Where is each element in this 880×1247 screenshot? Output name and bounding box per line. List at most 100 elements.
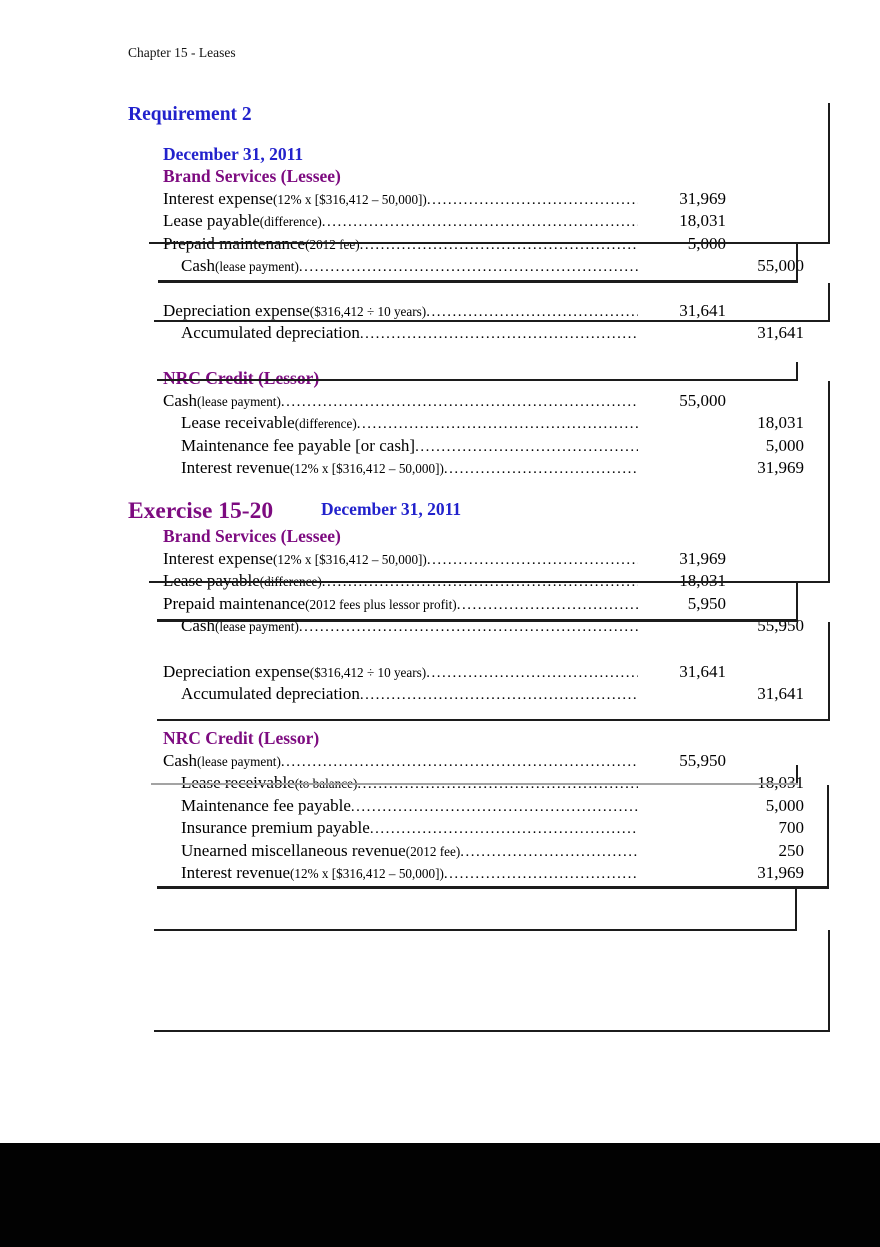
account-label: Insurance premium payable bbox=[181, 818, 370, 838]
date-heading-1: December 31, 2011 bbox=[163, 144, 304, 164]
rule-line bbox=[828, 103, 830, 243]
account-label: Depreciation expense bbox=[163, 662, 310, 681]
journal-row: Accumulated depreciation 31,641 bbox=[163, 323, 804, 345]
credit-amount: 31,641 bbox=[757, 684, 804, 704]
requirement-title: Requirement 2 bbox=[128, 104, 252, 125]
leader-dots bbox=[426, 303, 638, 321]
account-label: Cash bbox=[163, 391, 197, 410]
journal-row: Interest expense (12% x [$316,412 – 50,0… bbox=[163, 549, 804, 571]
rule-line bbox=[827, 785, 829, 888]
credit-amount: 18,031 bbox=[757, 413, 804, 433]
rule-line bbox=[157, 619, 798, 622]
debit-amount: 31,969 bbox=[679, 549, 726, 568]
leader-dots bbox=[360, 325, 638, 343]
rule-line bbox=[796, 243, 798, 282]
rule-line bbox=[157, 886, 829, 889]
document-header: Chapter 15 - Leases bbox=[128, 45, 236, 60]
leader-dots bbox=[299, 258, 638, 276]
account-detail: (12% x [$316,412 – 50,000]) bbox=[272, 552, 427, 567]
account-detail: (12% x [$316,412 – 50,000]) bbox=[290, 865, 444, 881]
rule-line bbox=[154, 320, 830, 322]
journal-row: Lease receivable (difference) 18,031 bbox=[163, 413, 804, 435]
journal-block-1: Interest expense (12% x [$316,412 – 50,0… bbox=[163, 189, 804, 279]
account-label: Lease receivable bbox=[181, 413, 295, 433]
party-heading-lessee-1: Brand Services (Lessee) bbox=[163, 166, 341, 186]
account-label: Lease payable bbox=[163, 571, 260, 591]
rule-line bbox=[796, 583, 798, 621]
account-label: Depreciation expense bbox=[163, 301, 310, 320]
leader-dots bbox=[444, 460, 638, 478]
debit-amount: 18,031 bbox=[679, 571, 726, 591]
account-label: Cash bbox=[181, 256, 215, 276]
journal-block-2: Depreciation expense ($316,412 ÷ 10 year… bbox=[163, 301, 804, 346]
debit-amount: 18,031 bbox=[679, 211, 726, 231]
credit-amount: 700 bbox=[778, 818, 805, 838]
account-label: Interest expense bbox=[163, 549, 273, 568]
credit-amount: 5,000 bbox=[765, 795, 804, 815]
rule-line bbox=[154, 929, 797, 931]
account-detail: (lease payment) bbox=[197, 754, 281, 769]
rule-line bbox=[796, 765, 798, 785]
account-detail: (lease payment) bbox=[215, 259, 299, 275]
credit-amount: 31,641 bbox=[757, 323, 804, 343]
leader-dots bbox=[444, 865, 638, 883]
debit-amount: 31,641 bbox=[679, 301, 726, 320]
rule-line bbox=[158, 280, 798, 283]
debit-amount: 31,641 bbox=[679, 662, 726, 681]
rule-line bbox=[149, 581, 830, 583]
rule-line bbox=[796, 362, 798, 380]
account-label: Cash bbox=[163, 751, 197, 770]
debit-amount: 5,950 bbox=[687, 593, 726, 613]
party-heading-lessee-2: Brand Services (Lessee) bbox=[163, 526, 341, 546]
account-detail: (difference) bbox=[259, 214, 322, 230]
rule-line bbox=[157, 719, 830, 721]
journal-row: Maintenance fee payable [or cash] 5,000 bbox=[163, 436, 804, 458]
journal-block-4: Interest expense (12% x [$316,412 – 50,0… bbox=[163, 549, 804, 639]
account-label: Lease receivable bbox=[181, 773, 295, 793]
credit-amount: 5,000 bbox=[765, 435, 804, 455]
rule-line bbox=[828, 930, 830, 1031]
account-label: Interest revenue bbox=[181, 862, 291, 882]
journal-row: Prepaid maintenance (2012 fee)5,000 bbox=[163, 234, 804, 256]
rule-line bbox=[828, 283, 830, 321]
leader-dots bbox=[427, 551, 638, 569]
rule-line bbox=[828, 381, 830, 582]
account-detail: (12% x [$316,412 – 50,000]) bbox=[272, 192, 427, 207]
leader-dots bbox=[281, 753, 638, 771]
journal-row: Interest revenue (12% x [$316,412 – 50,0… bbox=[163, 458, 804, 480]
account-label: Accumulated depreciation bbox=[181, 684, 360, 704]
leader-dots bbox=[281, 393, 638, 411]
bottom-band bbox=[0, 1143, 880, 1247]
account-label: Interest expense bbox=[163, 189, 273, 208]
journal-row: Interest expense (12% x [$316,412 – 50,0… bbox=[163, 189, 804, 211]
account-label: Maintenance fee payable [or cash] bbox=[181, 435, 416, 455]
journal-row: Cash (lease payment) 55,950 bbox=[163, 751, 804, 773]
journal-row: Depreciation expense ($316,412 ÷ 10 year… bbox=[163, 301, 804, 323]
journal-row: Cash (lease payment) 55,000 bbox=[163, 256, 804, 278]
journal-row: Depreciation expense ($316,412 ÷ 10 year… bbox=[163, 662, 804, 684]
leader-dots bbox=[457, 596, 638, 614]
journal-block-5: Depreciation expense ($316,412 ÷ 10 year… bbox=[163, 662, 804, 707]
account-detail: (2012 fee) bbox=[405, 843, 461, 859]
rule-line bbox=[149, 242, 830, 244]
leader-dots bbox=[426, 664, 638, 682]
leader-dots bbox=[360, 686, 638, 704]
debit-amount: 55,950 bbox=[679, 751, 726, 770]
account-label: Unearned miscellaneous revenue bbox=[181, 840, 406, 860]
journal-row: Lease payable (difference)18,031 bbox=[163, 571, 804, 593]
account-detail: (difference) bbox=[294, 416, 357, 432]
leader-dots bbox=[357, 415, 638, 433]
account-label: Accumulated depreciation bbox=[181, 323, 360, 343]
credit-amount: 31,969 bbox=[757, 458, 804, 478]
exercise-title: Exercise 15-20 bbox=[128, 498, 274, 524]
account-label: Lease payable bbox=[163, 211, 260, 231]
rule-line bbox=[157, 379, 798, 381]
leader-dots bbox=[322, 213, 638, 231]
rule-line bbox=[828, 622, 830, 720]
account-label: Maintenance fee payable bbox=[181, 795, 351, 815]
credit-amount: 31,969 bbox=[757, 862, 804, 882]
debit-amount: 31,969 bbox=[679, 189, 726, 208]
journal-row: Prepaid maintenance (2012 fees plus less… bbox=[163, 594, 804, 616]
account-label: Prepaid maintenance bbox=[163, 593, 306, 613]
credit-amount: 250 bbox=[778, 840, 805, 860]
